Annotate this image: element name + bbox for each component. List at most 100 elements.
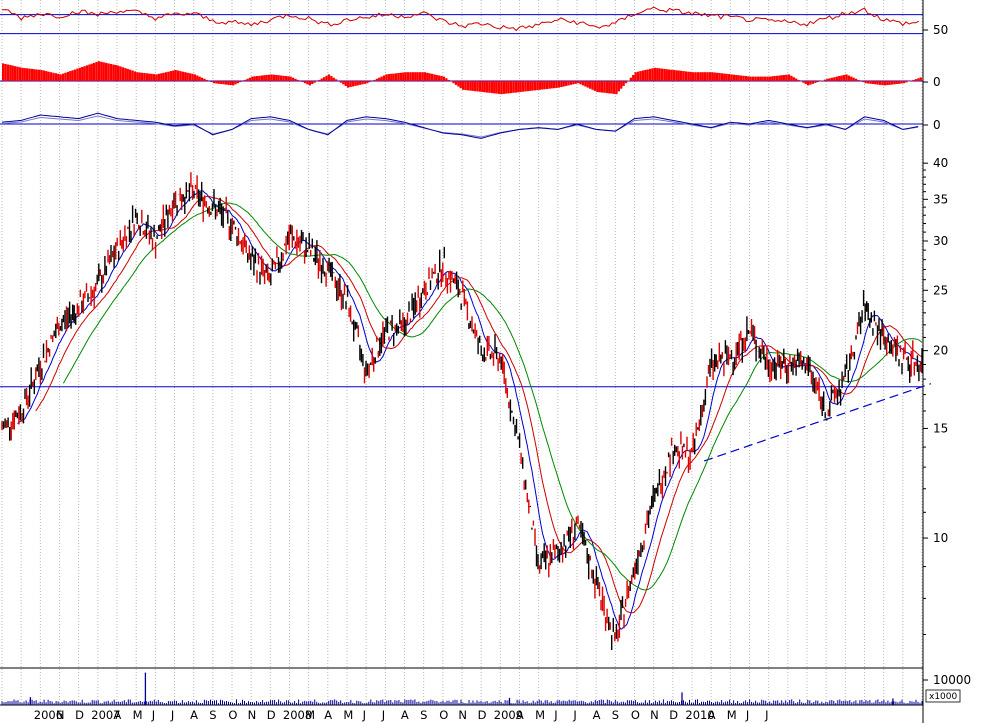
histogram-bar [917,78,920,82]
histogram-bar [545,81,549,89]
histogram-bar [2,63,5,81]
histogram-bar [275,75,278,82]
histogram-bar [677,70,680,81]
histogram-bar [507,81,510,94]
x-tick-label: A [401,708,409,722]
x-tick-label: N [56,708,65,722]
histogram-bar [296,79,299,81]
histogram-bar [229,81,232,86]
histogram-bar [287,76,290,81]
histogram-bar [26,68,29,81]
histogram-bar [608,81,611,94]
histogram-bar [718,73,721,81]
histogram-bar [548,81,551,89]
histogram-bar [543,81,546,90]
histogram-bar [57,73,60,81]
histogram-bar [486,81,489,93]
x-tick-label: J [381,708,385,722]
moving-average-line [17,189,923,630]
histogram-bar [224,81,228,85]
histogram-bar [450,81,453,82]
histogram-bar [325,75,328,81]
histogram-bar [739,75,743,81]
histogram-bar [176,70,180,81]
histogram-bar [692,72,695,81]
histogram-bar [121,67,125,82]
histogram-bar [45,71,48,81]
histogram-bar [184,72,187,81]
x-tick-label: 2010 [685,708,714,722]
histogram-bar [567,81,570,86]
histogram-bar [696,72,700,81]
histogram-bar [155,74,158,81]
volume-axis-label: 10000 [933,673,971,687]
histogram-bar [804,81,807,84]
histogram-bar [500,81,503,95]
histogram-bar [279,75,283,81]
histogram-bar [914,79,918,81]
histogram-bar [895,81,898,84]
histogram-bar [387,74,390,81]
histogram-bar [361,81,364,85]
histogram-bar [907,81,910,82]
histogram-bar [763,76,767,81]
oscillator-panel-1 [0,6,923,35]
histogram-bar [356,81,359,86]
histogram-bar [440,76,443,81]
histogram-bar [840,75,843,81]
histogram-bar [481,81,484,92]
histogram-bar [615,81,618,95]
histogram-bar [335,79,338,81]
histogram-bar [131,70,134,81]
histogram-bar [862,81,865,83]
histogram-bar [495,81,498,94]
histogram-bar [471,81,474,91]
histogram-bar [474,81,477,92]
histogram-bar [919,77,922,81]
histogram-bar [200,77,204,81]
histogram-bar [536,81,539,91]
histogram-bar [771,76,774,81]
histogram-bar [641,70,644,81]
y-axis: 50 0 0 10 15 20 25 30 35 40 10000 x1000 [923,23,971,703]
histogram-bar [754,76,757,81]
histogram-bar [835,76,839,81]
histogram-bar [330,76,333,81]
histogram-bar [775,75,779,81]
histogram-bar [768,76,771,81]
histogram-bar [560,81,563,87]
histogram-bar [428,73,431,81]
histogram-bar [593,81,597,91]
histogram-bar [493,81,496,94]
histogram-bar [117,65,120,81]
histogram-bar [313,81,316,83]
histogram-bar [445,78,448,82]
histogram-bar [878,81,882,85]
histogram-bar [668,69,671,82]
histogram-bar [689,71,692,81]
histogram-bar [107,63,110,81]
histogram-bar [680,70,683,81]
price-panel [0,172,932,650]
histogram-bar [610,81,613,94]
histogram-bar [627,80,630,82]
histogram-bar [778,75,781,81]
x-tick-label: J [572,708,576,722]
histogram-bar [239,81,242,83]
histogram-bar [4,64,7,82]
histogram-bar [150,73,153,81]
histogram-bar [93,62,96,81]
x-tick-label: D [267,708,276,722]
x-tick-label: D [75,708,84,722]
histogram-bar [42,70,45,81]
histogram-bar [359,81,362,85]
x-tick-label: 2007 [91,708,120,722]
histogram-bar [524,81,527,92]
histogram-bar [823,79,827,81]
histogram-bar [282,75,285,81]
histogram-bar [258,75,261,81]
histogram-bar [653,67,656,81]
histogram-bar [716,72,719,82]
histogram-bar [385,74,388,81]
histogram-bar [579,81,582,85]
